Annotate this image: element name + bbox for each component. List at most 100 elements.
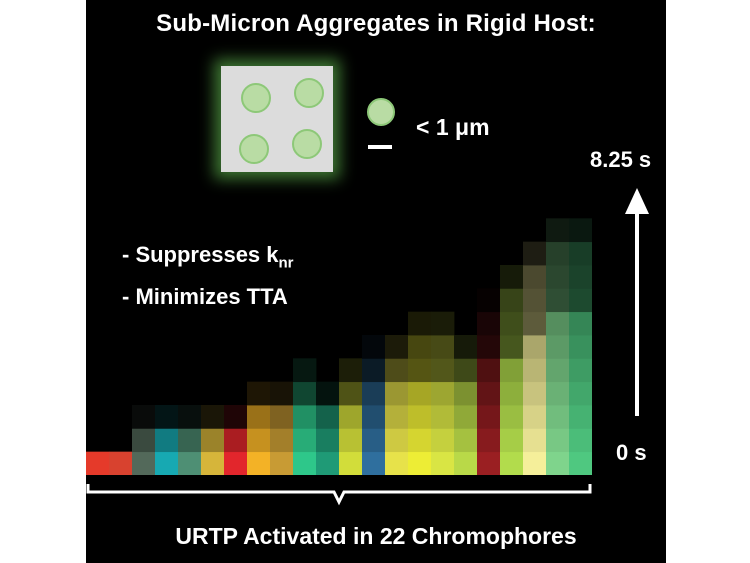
heatmap-cell — [546, 451, 570, 475]
heatmap-cell — [201, 451, 225, 475]
heatmap-cell — [385, 405, 409, 429]
bullet-text: - Minimizes TTA — [122, 284, 288, 310]
heatmap-cell — [132, 428, 156, 453]
heatmap-cell — [569, 358, 592, 383]
heatmap-cell — [477, 428, 501, 453]
time-zero-label: 0 s — [616, 440, 647, 465]
heatmap-cell — [224, 405, 248, 429]
bullet-minimizes: - Minimizes TTA — [122, 280, 294, 314]
heatmap-cell — [523, 381, 547, 406]
heatmap-cell — [270, 381, 294, 406]
heatmap-cell — [316, 405, 340, 429]
heatmap-cell — [500, 311, 524, 336]
heatmap-cell — [155, 428, 179, 453]
heatmap-cell — [500, 358, 524, 383]
heatmap-cell — [546, 265, 570, 289]
heatmap-cell — [477, 335, 501, 359]
aggregate-circle — [294, 78, 324, 108]
heatmap-cell — [362, 405, 386, 429]
heatmap-cell — [546, 428, 570, 453]
bullet-suppresses: - Suppresses knr — [122, 238, 294, 280]
heatmap-cell — [362, 335, 386, 359]
figure-panel: Sub-Micron Aggregates in Rigid Host: < 1… — [86, 0, 666, 563]
figure-footer: URTP Activated in 22 Chromophores — [175, 523, 577, 549]
heatmap-cell — [247, 381, 271, 406]
heatmap-cell — [339, 381, 363, 406]
heatmap-cell — [155, 405, 179, 429]
heatmap-cell — [385, 428, 409, 453]
chromophore-brace — [86, 484, 592, 506]
heatmap-cell — [408, 311, 432, 336]
rigid-host-square — [221, 66, 333, 172]
heatmap-cell — [270, 405, 294, 429]
heatmap-cell — [454, 428, 478, 453]
heatmap-cell — [500, 428, 524, 453]
heatmap-cell — [247, 405, 271, 429]
heatmap-cell — [546, 288, 570, 313]
aggregate-circle — [241, 83, 271, 113]
aggregate-legend-circle — [367, 98, 395, 126]
heatmap-cell — [385, 451, 409, 475]
heatmap-cell — [431, 335, 455, 359]
heatmap-cell — [293, 405, 317, 429]
heatmap-cell — [477, 451, 501, 475]
heatmap-cell — [569, 311, 592, 336]
heatmap-cell — [362, 358, 386, 383]
heatmap-cell — [224, 428, 248, 453]
heatmap-cell — [385, 358, 409, 383]
heatmap-cell — [431, 358, 455, 383]
heatmap-cell — [431, 381, 455, 406]
heatmap-cell — [477, 311, 501, 336]
heatmap-cell — [569, 241, 592, 266]
heatmap-cell — [132, 405, 156, 429]
heatmap-cell — [293, 428, 317, 453]
heatmap-cell — [523, 428, 547, 453]
heatmap-cell — [385, 335, 409, 359]
heatmap-cell — [293, 381, 317, 406]
aggregate-circle — [292, 129, 322, 159]
heatmap-cell — [523, 288, 547, 313]
heatmap-cell — [546, 405, 570, 429]
heatmap-cell — [477, 381, 501, 406]
heatmap-cell — [569, 428, 592, 453]
time-max-label: 8.25 s — [590, 147, 652, 172]
heatmap-cell — [569, 265, 592, 289]
heatmap-cell — [109, 451, 133, 475]
heatmap-cell — [546, 311, 570, 336]
heatmap-cell — [500, 288, 524, 313]
heatmap-cell — [247, 451, 271, 475]
heatmap-cell — [523, 241, 547, 266]
heatmap-cell — [523, 335, 547, 359]
heatmap-cell — [339, 358, 363, 383]
bullet-subscript: nr — [278, 254, 294, 272]
aggregate-size-label: < 1 μm — [416, 114, 490, 140]
heatmap-cell — [477, 358, 501, 383]
figure-title: Sub-Micron Aggregates in Rigid Host: — [156, 10, 596, 37]
heatmap-cell — [546, 358, 570, 383]
heatmap-cell — [408, 335, 432, 359]
heatmap-cell — [569, 218, 592, 243]
heatmap-cell — [523, 358, 547, 383]
heatmap-cell — [201, 405, 225, 429]
heatmap-cell — [523, 265, 547, 289]
heatmap-cell — [454, 451, 478, 475]
heatmap-cell — [500, 381, 524, 406]
heatmap-cell — [500, 451, 524, 475]
heatmap-cell — [500, 405, 524, 429]
heatmap-cell — [569, 405, 592, 429]
heatmap-cell — [132, 451, 156, 475]
heatmap-cell — [477, 288, 501, 313]
heatmap-cell — [178, 451, 202, 475]
heatmap-cell — [431, 451, 455, 475]
heatmap-cell — [408, 451, 432, 475]
heatmap-cell — [408, 428, 432, 453]
heatmap-cell — [362, 451, 386, 475]
heatmap-cell — [316, 381, 340, 406]
heatmap-cell — [362, 428, 386, 453]
heatmap-cell — [546, 241, 570, 266]
heatmap-cell — [270, 451, 294, 475]
heatmap-cell — [385, 381, 409, 406]
heatmap-cell — [454, 358, 478, 383]
heatmap-cell — [155, 451, 179, 475]
heatmap-cell — [201, 428, 225, 453]
